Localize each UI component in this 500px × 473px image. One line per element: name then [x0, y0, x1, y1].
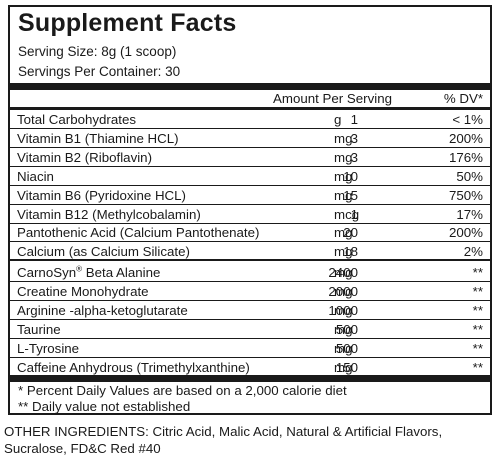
row-divider [10, 128, 490, 129]
amount-unit: mg [334, 168, 353, 184]
amount-unit: mg [334, 359, 353, 375]
table-row: Vitamin B1 (Thiamine HCL) 3 mg 200% [10, 130, 490, 148]
ingredient-name: Creatine Monohydrate [17, 284, 149, 300]
amount-unit: mg [334, 149, 353, 165]
supplement-facts-panel: Supplement Facts Serving Size: 8g (1 sco… [8, 5, 492, 415]
table-row: Niacin 10 mg 50% [10, 168, 490, 186]
daily-value: ** [472, 321, 483, 337]
servings-per-container: Servings Per Container: 30 [18, 64, 181, 79]
ingredient-name: Arginine -alpha-ketoglutarate [17, 303, 188, 318]
table-row: CarnoSyn® Beta Alanine 2400 mg ** [10, 264, 490, 283]
amount-unit: mg [334, 130, 353, 146]
amount-unit: mg [334, 303, 353, 318]
row-divider [10, 241, 490, 243]
ingredient-name: Total Carbohydrates [17, 112, 136, 127]
daily-value: 17% [456, 206, 483, 222]
table-row: Caffeine Anhydrous (Trimethylxanthine) 15… [10, 359, 490, 377]
amount-unit: mg [334, 187, 353, 203]
row-divider [10, 356, 490, 358]
row-divider [10, 146, 490, 148]
ingredient-name: Pantothenic Acid (Calcium Pantothenate) [17, 225, 260, 241]
amount-unit: mcg [334, 206, 360, 222]
ingredient-name: Vitamin B2 (Riboflavin) [17, 149, 152, 165]
amount-value: 18 [343, 244, 358, 260]
ingredient-name: L-Tyrosine [17, 340, 80, 356]
row-divider [10, 281, 490, 283]
serving-size: Serving Size: 8g (1 scoop) [18, 44, 177, 59]
table-row: Calcium (as Calcium Silicate) 18 mg 2% [10, 243, 490, 262]
daily-value: 200% [448, 130, 483, 146]
amount-value: 15 [343, 187, 358, 203]
row-divider [10, 337, 490, 339]
amount-value: 3 [350, 149, 358, 165]
header-amount-per-serving: Amount Per Serving [273, 91, 392, 106]
row-divider [10, 184, 490, 186]
table-row: Taurine 500 mg ** [10, 321, 490, 339]
ingredient-name: CarnoSyn® Beta Alanine [17, 264, 161, 281]
amount-value: 500 [335, 321, 358, 337]
table-row: Creatine Monohydrate 2000 mg ** [10, 283, 490, 302]
table-row: Pantothenic Acid (Calcium Pantothenate) 2… [10, 224, 490, 243]
table-row: Total Carbohydrates 1 g < 1% [10, 111, 490, 129]
row-divider [10, 203, 490, 205]
amount-unit: mg [334, 244, 353, 260]
daily-value: ** [472, 340, 483, 356]
footnote-dv: * Percent Daily Values are based on a 2,… [18, 383, 347, 398]
amount-unit: g [334, 112, 342, 127]
amount-value: 500 [335, 340, 358, 356]
registered-mark: ® [76, 264, 83, 274]
amount-value: 1000 [328, 303, 358, 318]
thick-divider-top [10, 83, 490, 90]
daily-value: 200% [448, 225, 483, 241]
amount-unit: mg [334, 340, 353, 356]
table-row: L-Tyrosine 500 mg ** [10, 340, 490, 358]
amount-value: 1 [350, 112, 358, 127]
ingredient-name: Vitamin B6 (Pyridoxine HCL) [17, 187, 186, 203]
ingredient-name: Vitamin B1 (Thiamine HCL) [17, 130, 179, 146]
daily-value: 176% [448, 149, 483, 165]
row-divider [10, 222, 490, 224]
table-header: Amount Per Serving % DV* [10, 90, 490, 108]
other-ingredients: OTHER INGREDIENTS: Citric Acid, Malic Ac… [4, 424, 443, 456]
row-divider [10, 165, 490, 167]
amount-value: 2400 [328, 265, 358, 281]
footnote-not-established: ** Daily value not established [18, 399, 191, 414]
amount-value: 3 [350, 130, 358, 146]
amount-unit: mg [334, 265, 353, 281]
header-percent-dv: % DV* [443, 91, 483, 106]
table-row: Vitamin B6 (Pyridoxine HCL) 15 mg 750% [10, 187, 490, 205]
table-row: Arginine -alpha-ketoglutarate 1000 mg ** [10, 302, 490, 320]
amount-value: 150 [335, 359, 358, 375]
amount-unit: mg [334, 225, 353, 241]
panel-title: Supplement Facts [18, 9, 237, 37]
daily-value: ** [472, 265, 483, 281]
ingredient-name: Niacin [17, 168, 54, 184]
row-divider [10, 259, 490, 262]
table-row: Vitamin B12 (Methylcobalamin) 1 mcg 17% [10, 206, 490, 224]
ingredient-name: Vitamin B12 (Methylcobalamin) [17, 206, 201, 222]
daily-value: 50% [456, 168, 483, 184]
amount-value: 1 [350, 206, 358, 222]
row-divider [10, 300, 490, 302]
amount-value: 10 [343, 168, 358, 184]
row-divider [10, 319, 490, 320]
daily-value: 750% [448, 187, 483, 203]
daily-value: < 1% [452, 112, 483, 127]
daily-value: ** [472, 359, 483, 375]
amount-value: 20 [343, 225, 358, 241]
header-divider [10, 107, 490, 110]
amount-unit: mg [334, 284, 353, 300]
ingredient-name: Calcium (as Calcium Silicate) [17, 244, 190, 260]
daily-value: 2% [463, 244, 483, 260]
ingredient-name: Taurine [17, 321, 61, 337]
amount-value: 2000 [328, 284, 358, 300]
daily-value: ** [472, 284, 483, 300]
thick-divider-bottom [10, 375, 490, 382]
table-row: Vitamin B2 (Riboflavin) 3 mg 176% [10, 149, 490, 167]
ingredient-name: Caffeine Anhydrous (Trimethylxanthine) [17, 359, 250, 375]
daily-value: ** [472, 303, 483, 318]
amount-unit: mg [334, 321, 353, 337]
